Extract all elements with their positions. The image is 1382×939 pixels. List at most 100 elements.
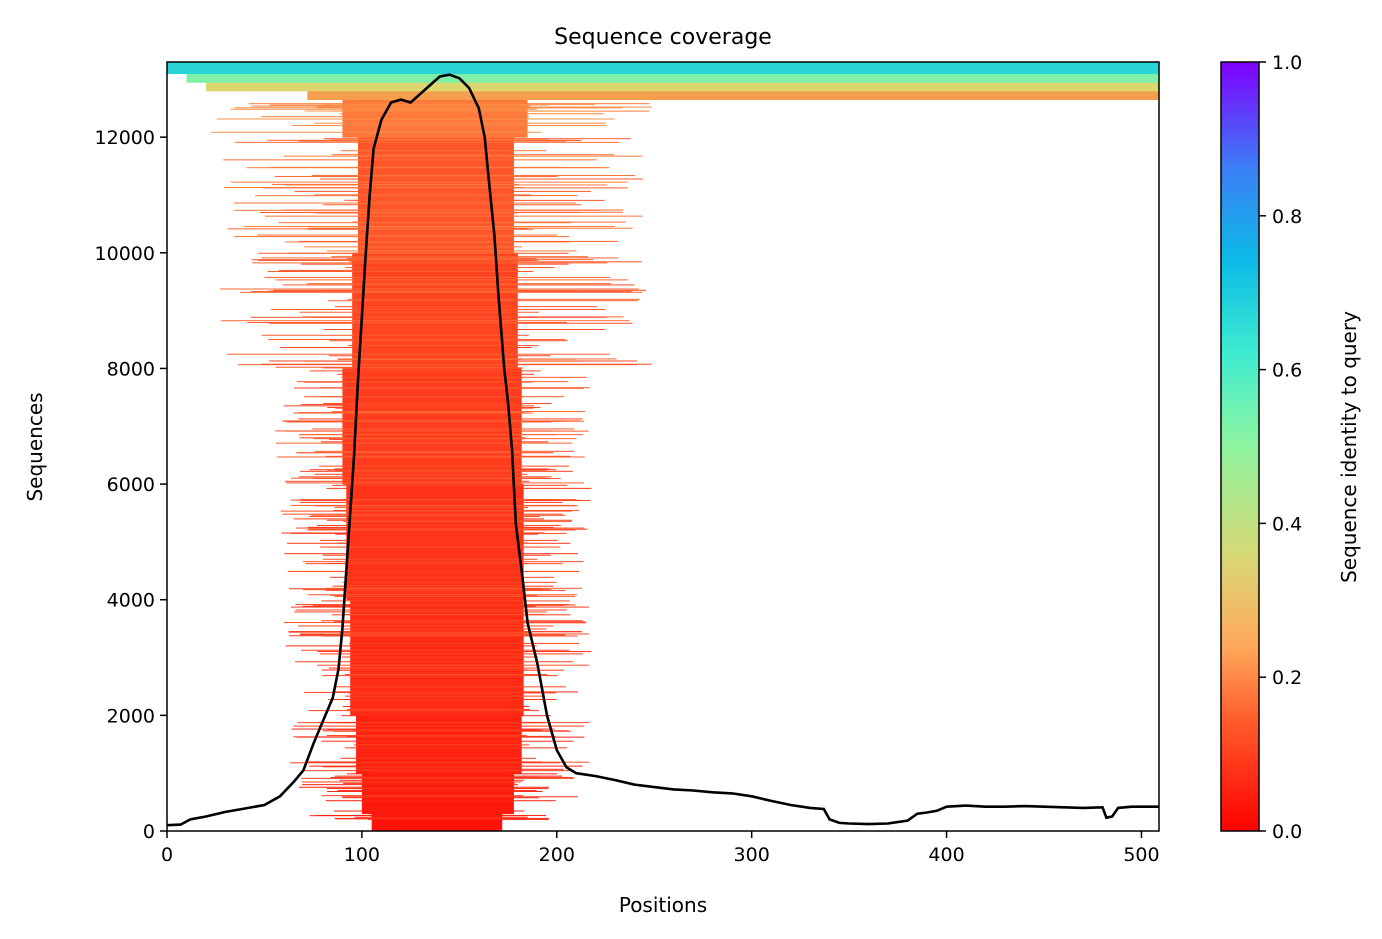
coverage-row — [313, 438, 577, 440]
coverage-row — [341, 715, 551, 717]
coverage-row — [250, 291, 632, 293]
coverage-row — [333, 621, 586, 623]
coverage-row — [344, 747, 567, 749]
coverage-row — [341, 376, 587, 378]
coverage-row — [346, 773, 558, 775]
coverage-row — [288, 631, 583, 633]
coverage-row — [321, 620, 583, 622]
coverage-row — [345, 267, 555, 269]
coverage-row — [220, 288, 639, 290]
coverage-row — [286, 421, 552, 423]
coverage-row — [295, 604, 569, 606]
coverage-row — [303, 561, 584, 563]
coverage-row — [314, 505, 578, 507]
coverage-row — [299, 633, 589, 635]
coverage-row — [334, 817, 549, 819]
coverage-row — [341, 796, 578, 798]
coverage-row — [353, 744, 530, 746]
x-tick-label: 300 — [734, 844, 770, 866]
colorbar-tick-label: 0.0 — [1272, 821, 1302, 843]
coverage-row — [298, 625, 554, 627]
coverage-row — [341, 656, 538, 658]
coverage-band — [350, 599, 524, 716]
x-tick-label: 200 — [539, 844, 575, 866]
colorbar-gradient — [1220, 61, 1260, 832]
coverage-row — [252, 262, 608, 264]
coverage-row — [328, 355, 551, 357]
plot-frame — [166, 61, 1160, 832]
coverage-row — [281, 532, 545, 534]
coverage-row — [247, 322, 568, 324]
coverage-row — [367, 818, 549, 820]
colorbar: 0.0 0.2 0.4 0.6 0.8 1.0 Sequence identity to … — [1220, 52, 1361, 843]
coverage-row — [334, 468, 550, 470]
coverage-row — [348, 692, 556, 694]
coverage-row — [226, 353, 610, 355]
colorbar-ticks: 0.0 0.2 0.4 0.6 0.8 1.0 — [1259, 52, 1302, 843]
colorbar-tick-label: 0.4 — [1272, 513, 1302, 535]
coverage-row — [343, 622, 587, 624]
x-tick-label: 400 — [928, 844, 964, 866]
coverage-row — [327, 470, 547, 472]
coverage-row — [298, 240, 619, 242]
coverage-row — [276, 456, 585, 458]
coverage-row — [304, 396, 525, 398]
coverage-row — [301, 499, 591, 501]
y-tick-label: 8000 — [107, 358, 155, 380]
x-tick-label: 100 — [344, 844, 380, 866]
coverage-row — [339, 632, 533, 634]
coverage-row — [318, 465, 570, 467]
coverage-row — [327, 407, 541, 409]
coverage-row — [342, 581, 557, 583]
coverage-row — [300, 404, 523, 406]
coverage-row — [319, 653, 584, 655]
coverage-row — [309, 516, 540, 518]
coverage-row — [294, 611, 547, 613]
coverage-row — [321, 600, 570, 602]
coverage-row — [321, 740, 574, 742]
coverage-row — [292, 125, 607, 127]
coverage-row — [325, 455, 571, 457]
coverage-row — [327, 300, 639, 302]
coverage-row — [264, 276, 611, 278]
coverage-row — [344, 695, 543, 697]
coverage-line — [167, 73, 1159, 827]
coverage-row — [308, 227, 633, 229]
coverage-row — [287, 570, 580, 572]
coverage-row — [341, 628, 547, 630]
coverage-row — [314, 194, 531, 196]
coverage-row — [285, 480, 530, 482]
coverage-row — [342, 797, 539, 799]
coverage-row — [316, 524, 561, 526]
x-tick-label: 500 — [1123, 844, 1159, 866]
coverage-row — [299, 437, 526, 439]
coverage-row — [344, 673, 548, 675]
colorbar-tick-label: 0.8 — [1272, 206, 1302, 228]
coverage-row — [224, 186, 524, 188]
coverage-row — [329, 438, 523, 440]
coverage-row — [307, 594, 577, 596]
y-tick-label: 6000 — [107, 474, 155, 496]
coverage-row — [283, 405, 534, 407]
coverage-band — [167, 62, 1159, 75]
coverage-row — [279, 347, 532, 349]
coverage-row — [248, 103, 650, 105]
coverage-row — [298, 786, 550, 788]
coverage-row — [326, 787, 549, 789]
coverage-band — [307, 90, 1159, 101]
coverage-row — [329, 576, 555, 578]
coverage-row — [293, 412, 533, 414]
coverage-row — [267, 139, 577, 141]
coverage-row — [344, 199, 520, 201]
coverage-row — [309, 815, 528, 817]
coverage-row — [216, 118, 615, 120]
coverage-row — [326, 519, 573, 521]
coverage-row — [322, 635, 578, 637]
coverage-row — [289, 762, 561, 764]
coverage-row — [352, 221, 626, 223]
coverage-row — [307, 283, 612, 285]
coverage-row — [322, 766, 522, 768]
y-axis-ticks: 0 2000 4000 6000 8000 10000 12000 — [95, 127, 167, 843]
coverage-row — [347, 345, 539, 347]
coverage-row — [280, 510, 573, 512]
